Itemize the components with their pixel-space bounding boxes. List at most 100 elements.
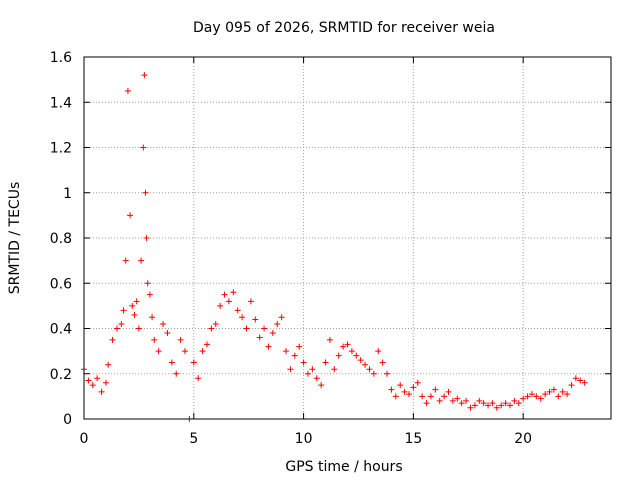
y-tick-label: 1.6 <box>50 50 72 66</box>
data-point <box>140 144 147 151</box>
data-point <box>498 402 505 409</box>
data-point <box>436 397 443 404</box>
data-point <box>353 352 360 359</box>
data-point <box>135 325 142 332</box>
data-point <box>568 382 575 389</box>
data-point <box>533 393 540 400</box>
y-tick-label: 0.2 <box>50 367 72 383</box>
x-axis-label: GPS time / hours <box>285 459 402 475</box>
data-point <box>432 386 439 393</box>
data-point <box>511 397 518 404</box>
data-point <box>397 382 404 389</box>
data-point <box>151 336 158 343</box>
data-point <box>427 393 434 400</box>
data-point <box>515 400 522 407</box>
data-point <box>445 388 452 395</box>
data-point <box>379 359 386 366</box>
data-point <box>335 352 342 359</box>
data-point <box>506 402 513 409</box>
data-point <box>203 341 210 348</box>
data-point <box>144 280 151 287</box>
data-point <box>182 348 189 355</box>
data-point <box>309 366 316 373</box>
data-point <box>392 393 399 400</box>
grid-lines <box>84 57 611 419</box>
data-point <box>124 87 131 94</box>
data-point <box>269 330 276 337</box>
data-point <box>256 334 263 341</box>
data-point <box>564 391 571 398</box>
data-point <box>331 366 338 373</box>
data-point <box>410 384 417 391</box>
data-point <box>274 320 281 327</box>
data-point <box>322 359 329 366</box>
y-tick-labels: 0 0.2 0.4 0.6 0.8 1 1.2 1.4 1.6 <box>50 50 72 428</box>
data-point <box>143 235 150 241</box>
data-point <box>344 341 351 348</box>
data-point <box>142 189 149 196</box>
data-point <box>168 359 175 366</box>
data-point <box>550 386 557 393</box>
data-point <box>133 298 140 305</box>
data-point <box>375 348 382 355</box>
data-point <box>278 314 285 321</box>
data-point <box>225 298 232 305</box>
data-point <box>524 393 531 400</box>
data-point <box>120 307 127 314</box>
data-point <box>243 325 250 332</box>
data-point <box>265 343 272 350</box>
data-point <box>362 361 369 368</box>
data-point <box>384 370 391 377</box>
data-point <box>164 330 171 337</box>
data-point <box>419 393 426 400</box>
data-point <box>98 388 105 395</box>
data-point <box>370 370 377 377</box>
data-point <box>118 320 125 327</box>
y-tick-label: 1.4 <box>50 95 72 111</box>
data-point <box>441 393 448 400</box>
data-point <box>405 391 412 398</box>
data-point <box>155 348 162 355</box>
data-point <box>217 302 224 309</box>
data-point <box>109 336 116 343</box>
data-point <box>208 325 215 332</box>
y-tick-label: 0.8 <box>50 231 72 247</box>
data-point <box>388 386 395 393</box>
data-point <box>252 316 259 323</box>
data-point <box>502 400 509 407</box>
data-point <box>520 395 527 402</box>
data-point <box>348 348 355 355</box>
y-tick-label: 0 <box>63 412 72 428</box>
data-point <box>528 391 535 398</box>
data-point <box>366 366 373 373</box>
y-tick-label: 0.6 <box>50 276 72 292</box>
data-point <box>102 379 109 386</box>
y-tick-label: 0.4 <box>50 322 72 338</box>
data-point <box>572 375 579 382</box>
data-point <box>489 400 496 407</box>
data-point <box>542 391 549 398</box>
data-point <box>146 291 153 298</box>
data-point <box>485 402 492 409</box>
data-point <box>423 400 430 407</box>
x-tick-labels: 0 5 10 15 20 <box>80 431 533 447</box>
data-point <box>296 343 303 350</box>
y-tick-label: 1.2 <box>50 141 72 157</box>
chart-title: Day 095 of 2026, SRMTID for receiver wei… <box>193 20 495 36</box>
data-point <box>449 397 456 404</box>
data-point <box>471 402 478 409</box>
data-point <box>234 307 241 314</box>
data-point <box>357 357 364 364</box>
data-point <box>177 336 184 343</box>
data-points <box>81 72 588 422</box>
data-point <box>546 388 553 395</box>
data-point <box>480 400 487 407</box>
y-tick-label: 1 <box>63 186 72 202</box>
data-point <box>300 359 307 366</box>
axis-ticks <box>83 56 611 420</box>
data-point <box>467 404 474 411</box>
data-point <box>94 375 101 382</box>
data-point <box>212 320 219 327</box>
data-point <box>190 359 197 366</box>
data-point <box>476 397 483 404</box>
